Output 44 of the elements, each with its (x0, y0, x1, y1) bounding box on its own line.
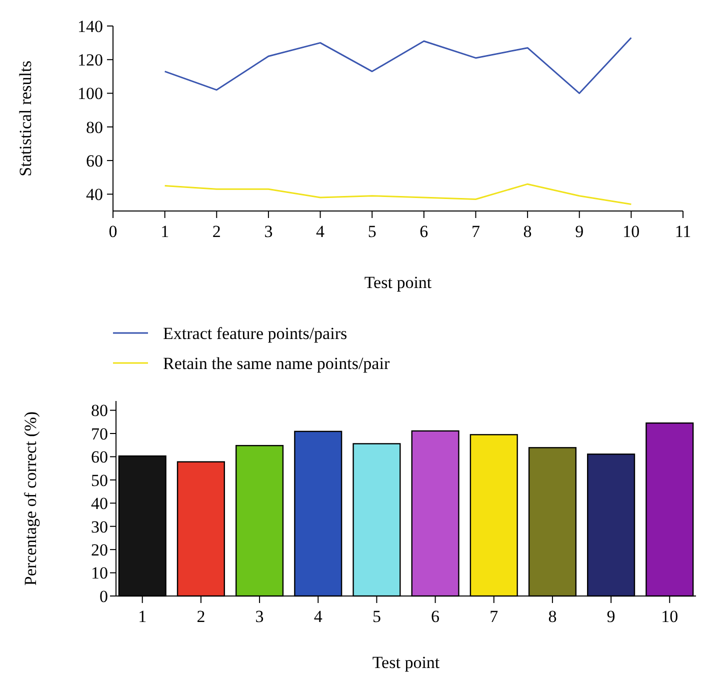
y-tick-label: 80 (86, 118, 103, 137)
y-axis-title: Percentage of correct (%) (21, 411, 40, 586)
x-axis-title: Test point (372, 653, 440, 672)
x-tick-label: 1 (160, 222, 170, 241)
x-tick-label: 7 (490, 607, 499, 626)
x-tick-label: 1 (138, 607, 147, 626)
x-tick-label: 2 (196, 607, 206, 626)
x-tick-label: 3 (264, 222, 273, 241)
x-tick-label: 10 (661, 607, 678, 626)
y-tick-label: 50 (91, 470, 108, 490)
y-tick-label: 0 (100, 586, 108, 606)
x-tick-label: 3 (255, 607, 264, 626)
x-tick-label: 9 (575, 222, 584, 241)
x-tick-label: 11 (674, 222, 692, 241)
x-tick-label: 5 (368, 222, 376, 241)
y-tick-label: 70 (91, 424, 108, 444)
y-axis-title: Statistical results (16, 60, 35, 176)
y-tick-label: 40 (86, 185, 103, 204)
x-axis-title: Test point (364, 273, 432, 292)
legend-label: Extract feature points/pairs (163, 324, 348, 343)
x-tick-label: 8 (523, 222, 532, 241)
y-tick-label: 60 (91, 448, 108, 467)
y-tick-label: 10 (91, 564, 108, 583)
x-tick-label: 5 (372, 607, 381, 626)
y-tick-label: 80 (91, 401, 108, 420)
line-series (164, 183, 632, 206)
y-tick-label: 120 (78, 50, 103, 70)
y-tick-label: 20 (91, 540, 108, 560)
x-tick-label: 9 (606, 607, 616, 626)
x-tick-label: 8 (548, 607, 557, 626)
x-tick-label: 7 (471, 222, 480, 241)
x-tick-label: 2 (212, 222, 221, 241)
y-tick-label: 140 (78, 16, 103, 36)
legend-label: Retain the same name points/pair (163, 354, 390, 373)
x-tick-label: 10 (622, 222, 640, 241)
x-tick-label: 6 (431, 607, 440, 626)
y-tick-label: 30 (91, 517, 108, 536)
y-tick-label: 60 (86, 151, 103, 170)
y-tick-label: 100 (78, 84, 103, 104)
x-tick-label: 4 (314, 607, 323, 626)
line-series (164, 37, 632, 94)
x-tick-label: 4 (316, 222, 326, 241)
x-tick-label: 6 (420, 222, 428, 241)
y-tick-label: 40 (91, 494, 108, 514)
